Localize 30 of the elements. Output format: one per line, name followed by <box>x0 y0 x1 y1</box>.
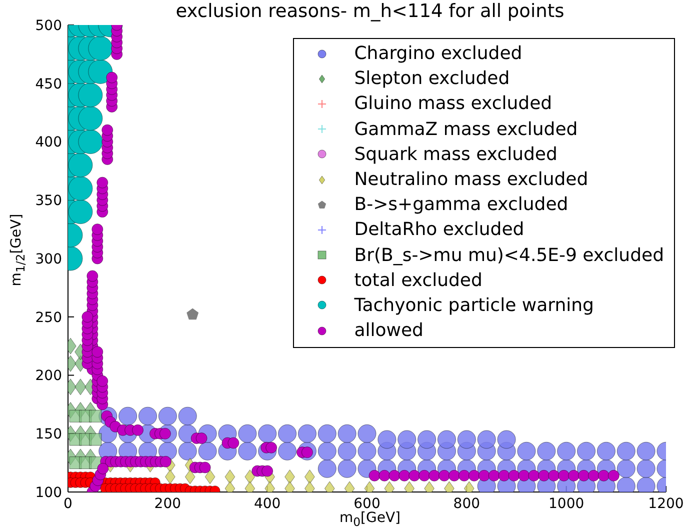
legend-label: B->s+gamma excluded <box>354 194 568 216</box>
legend-label: DeltaRho excluded <box>354 219 524 240</box>
y-tick-label: 500 <box>35 18 62 34</box>
y-tick-label: 350 <box>35 193 62 210</box>
legend-label: Squark mass excluded <box>354 144 558 165</box>
x-tick-label: 0 <box>64 496 72 512</box>
legend-label: allowed <box>354 320 424 342</box>
y-tick-label: 300 <box>35 251 62 268</box>
y-tick-label: 400 <box>35 134 62 151</box>
legend-label: Gluino mass excluded <box>354 93 552 114</box>
legend-label: Slepton excluded <box>354 68 510 90</box>
x-tick-label: 1200 <box>648 496 684 512</box>
y-tick-label: 100 <box>35 484 62 501</box>
chart-title: exclusion reasons- m_h<114 for all points <box>174 1 566 22</box>
legend-label: Chargino excluded <box>354 43 522 64</box>
legend-label: Br(B_s->mu mu)<4.5E-9 excluded <box>354 244 664 266</box>
y-tick-label: 250 <box>35 310 62 326</box>
x-tick-label: 1000 <box>548 496 584 512</box>
x-tick-label: 800 <box>453 496 480 512</box>
legend-label: GammaZ mass excluded <box>354 118 578 140</box>
y-tick-label: 450 <box>35 76 62 92</box>
legend-label: Neutralino mass excluded <box>354 169 588 190</box>
legend-label: total excluded <box>354 270 482 291</box>
x-tick-label: 400 <box>254 496 281 512</box>
x-axis-title: m$_{0}$[GeV] <box>338 510 402 529</box>
legend-label: Tachyonic particle warning <box>354 294 594 316</box>
y-tick-label: 200 <box>35 368 62 384</box>
y-tick-label: 150 <box>35 426 62 443</box>
x-tick-label: 600 <box>354 496 380 512</box>
x-tick-label: 200 <box>154 496 182 512</box>
